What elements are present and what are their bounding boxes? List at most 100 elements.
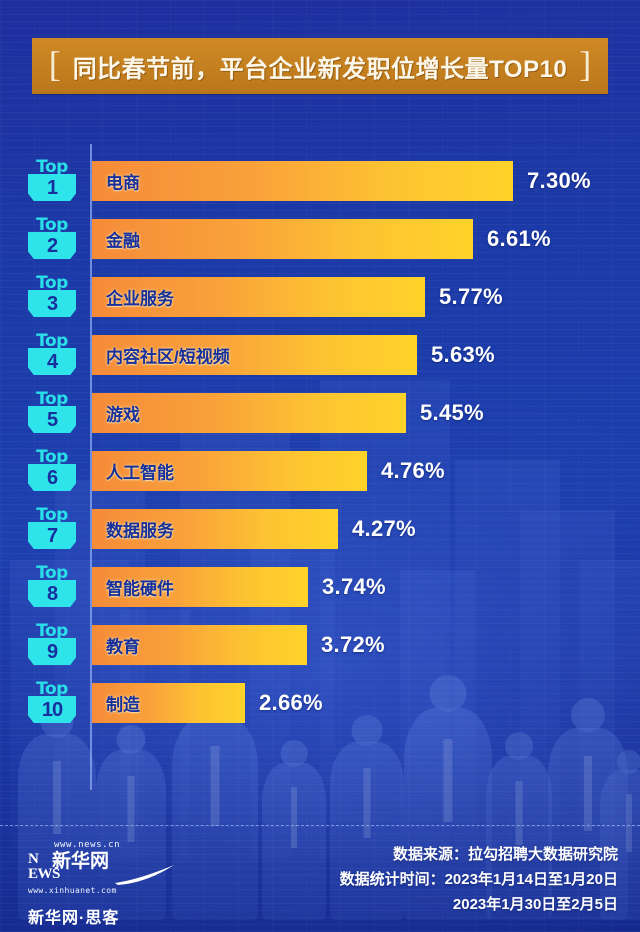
silhouette-tie: [363, 768, 371, 838]
chart-bar: 企业服务: [92, 277, 425, 317]
rank-badge: Top 2: [26, 215, 78, 262]
rank-badge-number-box: 6: [28, 464, 76, 491]
bracket-left-icon: [: [48, 44, 61, 84]
chart-row: Top 10 制造 2.66%: [0, 680, 640, 726]
rank-badge-number-box: 9: [28, 638, 76, 665]
rank-badge-prefix: Top: [36, 273, 68, 293]
silhouette-body: [18, 734, 96, 920]
bar-category-label: 企业服务: [106, 289, 174, 309]
building-shape: [520, 510, 615, 860]
chart-bar: 金融: [92, 219, 473, 259]
silhouette-head: [571, 698, 605, 732]
rank-badge-number: 8: [46, 582, 58, 605]
person-silhouette: [96, 725, 166, 920]
silhouette-body: [600, 770, 640, 920]
bar-value-label: 7.30%: [527, 168, 591, 193]
silhouette-head: [617, 750, 640, 774]
bar-value-label: 2.66%: [259, 690, 323, 715]
bar-value-label: 6.61%: [487, 226, 551, 251]
logo-chinese-name: 新华网: [52, 851, 110, 872]
rank-badge: Top 10: [26, 681, 78, 726]
rank-badge-number: 5: [46, 408, 58, 431]
silhouette-head: [351, 715, 383, 746]
rank-badge-number: 2: [46, 234, 58, 257]
person-silhouette: [404, 675, 492, 920]
person-silhouette: [330, 715, 404, 920]
chart-row: Top 5 游戏 5.45%: [0, 390, 640, 436]
ranking-bar-chart: Top 1 电商 7.30% Top 2 金融 6.61% Top 3 企业服务 5.77% Top 4 内…: [0, 120, 640, 820]
chart-bar: 制造: [92, 683, 245, 723]
rank-badge: Top 7: [26, 507, 78, 552]
chart-row: Top 3 企业服务 5.77%: [0, 274, 640, 320]
chart-axis-line: [90, 144, 92, 790]
bar-value-label: 3.74%: [322, 574, 386, 599]
silhouette-tie: [53, 761, 61, 834]
bar-category-label: 内容社区/短视频: [106, 347, 230, 367]
rank-badge-number-box: 7: [28, 522, 76, 549]
bar-category-label: 教育: [106, 637, 140, 657]
chart-bar: 游戏: [92, 393, 406, 433]
silhouette-body: [262, 763, 326, 920]
rank-badge-number: 6: [46, 466, 58, 489]
bar-category-label: 金融: [106, 231, 140, 251]
chart-bar: 人工智能: [92, 451, 367, 491]
rank-badge-prefix: Top: [36, 389, 68, 409]
rank-badge: Top 3: [26, 273, 78, 320]
rank-badge: Top 4: [26, 331, 78, 378]
data-source-block: 数据来源：拉勾招聘大数据研究院 数据统计时间：2023年1月14日至1月20日 …: [340, 842, 618, 917]
bar-category-label: 游戏: [106, 405, 140, 425]
silhouette-tie: [127, 776, 135, 842]
silhouette-tie: [443, 739, 453, 822]
bracket-right-icon: ]: [579, 44, 592, 84]
page-title: 同比春节前，平台企业新发职位增长量TOP10: [72, 55, 568, 83]
chart-row: Top 2 金融 6.61%: [0, 216, 640, 262]
rank-badge: Top 6: [26, 447, 78, 494]
building-shape: [580, 560, 640, 860]
chart-bar: 教育: [92, 625, 307, 665]
silhouette-body: [486, 756, 552, 920]
source-line: 数据来源：拉勾招聘大数据研究院: [392, 846, 618, 863]
bar-value-label: 3.72%: [321, 632, 385, 657]
chart-bar: 电商: [92, 161, 513, 201]
silhouette-body: [548, 728, 628, 920]
crowd-silhouette-backdrop: [0, 590, 640, 920]
rank-badge-prefix: Top: [36, 621, 68, 641]
person-silhouette: [262, 740, 326, 920]
chart-row: Top 8 智能硬件 3.74%: [0, 564, 640, 610]
rank-badge: Top 5: [26, 389, 78, 436]
bar-category-label: 智能硬件: [106, 579, 174, 599]
silhouette-tie: [515, 781, 523, 845]
statistic-period-line: 数据统计时间：2023年1月14日至1月20日: [339, 871, 618, 888]
silhouette-head: [280, 740, 308, 767]
rank-badge-prefix: Top: [36, 331, 68, 351]
statistic-period-line-2: 2023年1月30日至2月5日: [452, 896, 618, 913]
rank-badge-number-box: 2: [28, 232, 76, 259]
bar-category-label: 电商: [106, 173, 140, 193]
xinhua-logo: www.news.cn N EWS 新华网 www.xinhuanet.com …: [28, 840, 208, 928]
rank-badge-number: 4: [46, 350, 58, 373]
rank-badge-number-box: 10: [28, 696, 76, 723]
chart-bar: 数据服务: [92, 509, 338, 549]
person-silhouette: [486, 732, 552, 920]
silhouette-body: [172, 717, 258, 920]
chart-row: Top 4 内容社区/短视频 5.63%: [0, 332, 640, 378]
rank-badge-number: 10: [41, 698, 63, 721]
rank-badge-prefix: Top: [36, 447, 68, 467]
title-banner: [ 同比春节前，平台企业新发职位增长量TOP10 ]: [32, 38, 608, 94]
logo-letters-ews: EWS: [28, 866, 60, 882]
silhouette-tie: [210, 746, 220, 826]
chart-row: Top 7 数据服务 4.27%: [0, 506, 640, 552]
rank-badge: Top 1: [26, 159, 78, 204]
person-silhouette: [548, 698, 628, 920]
rank-badge-prefix: Top: [36, 563, 68, 583]
person-silhouette: [600, 750, 640, 920]
rank-badge-prefix: Top: [36, 215, 68, 235]
rank-badge-number-box: 8: [28, 580, 76, 607]
chart-row: Top 6 人工智能 4.76%: [0, 448, 640, 494]
rank-badge-number: 7: [46, 524, 58, 547]
chart-row: Top 9 教育 3.72%: [0, 622, 640, 668]
logo-swoosh-icon: [114, 865, 176, 885]
rank-badge: Top 8: [26, 563, 78, 610]
footer: www.news.cn N EWS 新华网 www.xinhuanet.com …: [0, 826, 640, 932]
